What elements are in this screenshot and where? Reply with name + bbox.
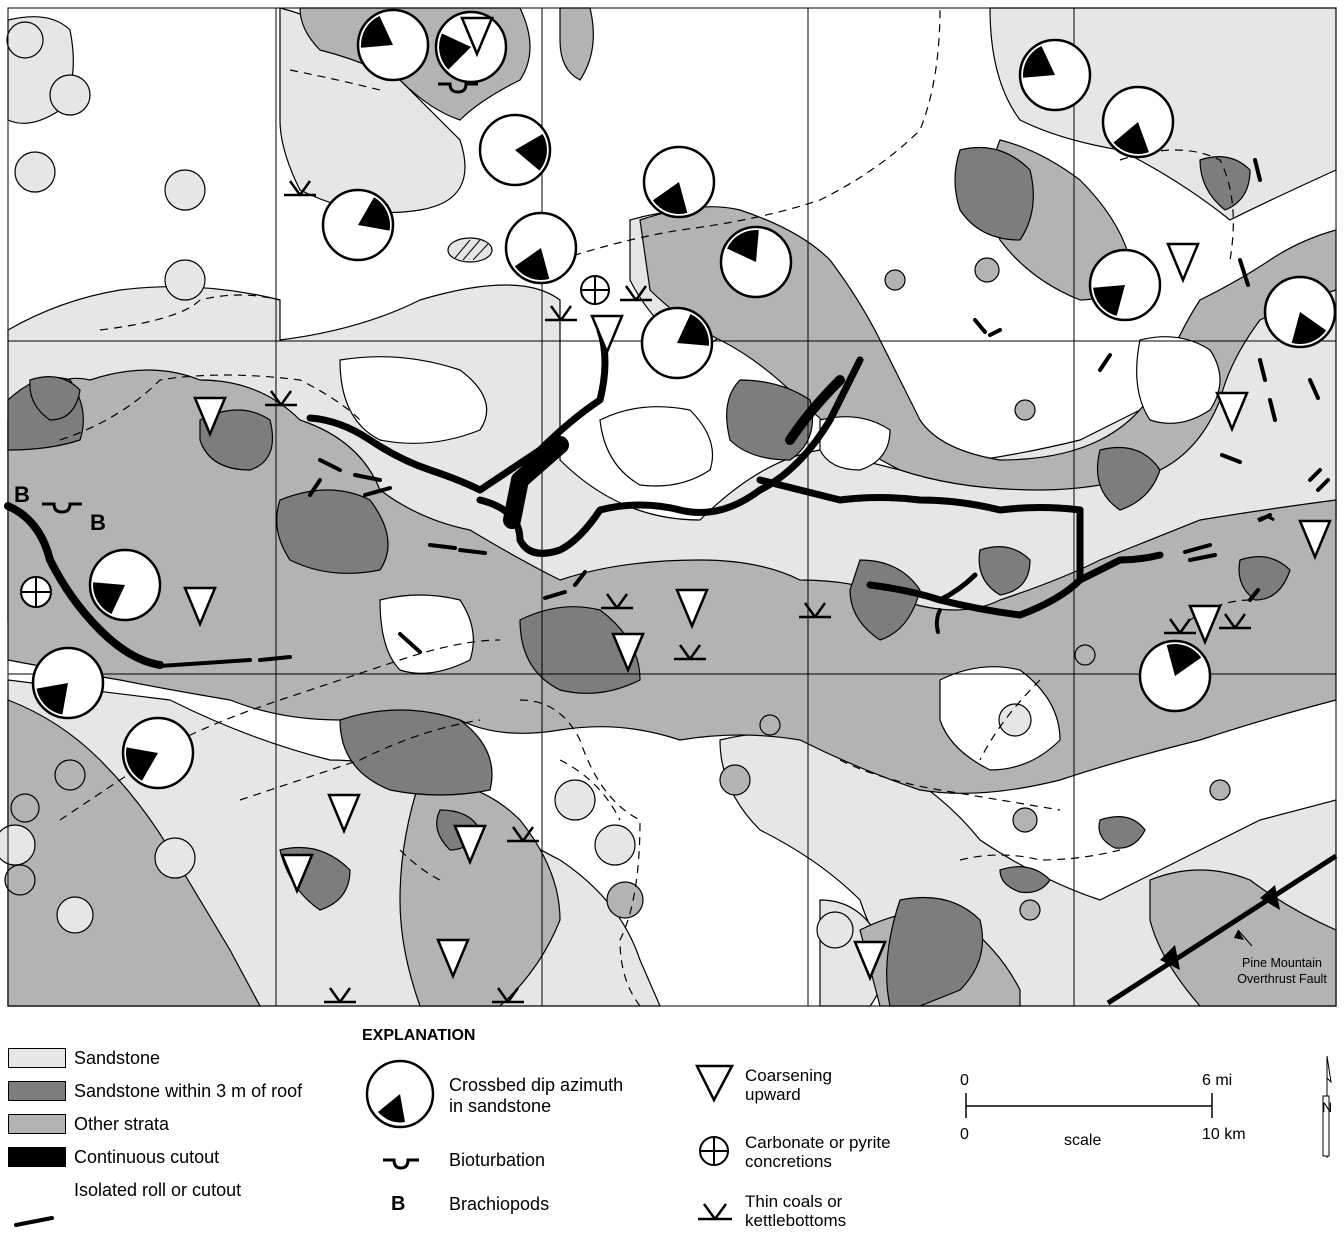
- kettlebottom-icon: [799, 602, 831, 619]
- concretion-symbols: [20, 275, 610, 608]
- scale-bar: [965, 1093, 1213, 1118]
- kettlebottom-icon: [284, 180, 316, 197]
- crossbed-rose-icon: [478, 113, 552, 187]
- legend-crossbed-line1: Crossbed dip azimuth: [449, 1075, 624, 1095]
- crossbed-rose-icon: [1018, 38, 1092, 112]
- coarsening-triangles: [183, 16, 1332, 982]
- kettlebottom-icon: [1164, 618, 1196, 635]
- crossbed-rose-icon: [1101, 85, 1175, 159]
- triangle-down-icon: [694, 1064, 735, 1103]
- legend-concretion-line1: Carbonate or pyrite: [745, 1133, 891, 1152]
- kettlebottom-icon: [674, 644, 706, 661]
- rose-circle-icon: [365, 1059, 435, 1129]
- fault-annotation-line1: Pine Mountain: [1242, 956, 1322, 970]
- legend-title: EXPLANATION: [362, 1027, 476, 1044]
- coarsening-triangle-icon: [853, 940, 887, 982]
- coarsening-triangle-icon: [193, 396, 227, 438]
- kettlebottom-icon: [265, 390, 297, 407]
- crossbed-rose-icon: [88, 548, 162, 622]
- crossbed-rose-icon: [31, 646, 105, 720]
- swatch-cutout: [8, 1147, 66, 1167]
- hatched-lens: [447, 237, 493, 263]
- kettlebottom-icon: [507, 826, 539, 843]
- crossbed-rose-icon: [356, 8, 430, 82]
- legend-coals-line2: kettlebottoms: [745, 1211, 847, 1230]
- legend-isolated-roll: Isolated roll or cutout: [74, 1180, 242, 1200]
- fault-annotation-line2: Overthrust Fault: [1237, 972, 1327, 986]
- scale-bottom-left: 0: [960, 1126, 969, 1143]
- swatch-other-strata: [8, 1114, 66, 1134]
- circle-cross-icon: [699, 1136, 729, 1166]
- legend-crossbed-line2: in sandstone: [449, 1096, 552, 1116]
- legend-coarsening-line1: Coarsening: [745, 1066, 832, 1085]
- swatch-sandstone-roof: [8, 1081, 66, 1101]
- legend-icons: [14, 1055, 1332, 1227]
- coarsening-triangle-icon: [611, 632, 645, 674]
- crossbed-rose-icon: [321, 188, 395, 262]
- coarsening-triangle-icon: [327, 793, 361, 835]
- crossbed-rose-icon: [1138, 639, 1212, 713]
- crossbed-rose-icon: [642, 145, 716, 219]
- bioturbation-symbols: [42, 82, 1275, 522]
- coarsening-triangle-icon: [1188, 604, 1222, 646]
- bioturbation-icon: [383, 1158, 419, 1170]
- dash-line-icon: [14, 1216, 54, 1227]
- swatch-sandstone: [8, 1048, 66, 1068]
- legend-sandstone-roof: Sandstone within 3 m of roof: [74, 1081, 303, 1101]
- legend-brachiopods: Brachiopods: [449, 1194, 550, 1214]
- crossbed-rose-icon: [504, 211, 578, 285]
- coarsening-triangle-icon: [453, 824, 487, 866]
- legend-other-strata: Other strata: [74, 1114, 170, 1134]
- kettlebottom-symbols: [265, 180, 1251, 1004]
- legend-cutout: Continuous cutout: [74, 1147, 220, 1167]
- legend-concretion-line2: concretions: [745, 1152, 832, 1171]
- coarsening-triangle-icon: [183, 586, 217, 628]
- coarsening-triangle-icon: [1215, 391, 1249, 433]
- scale-top-left: 0: [960, 1072, 969, 1089]
- kettlebottom-icon: [545, 305, 577, 322]
- scale-top-right: 6 mi: [1202, 1072, 1232, 1089]
- legend-bioturbation: Bioturbation: [449, 1150, 546, 1170]
- kettle-icon: [698, 1203, 732, 1221]
- coarsening-triangle-icon: [436, 938, 470, 980]
- kettlebottom-icon: [324, 987, 356, 1004]
- legend-brachiopod-symbol: B: [391, 1193, 406, 1215]
- north-label: N: [1322, 1099, 1332, 1115]
- legend-coals-line1: Thin coals or: [745, 1192, 843, 1211]
- kettlebottom-icon: [601, 593, 633, 610]
- coarsening-triangle-icon: [280, 853, 314, 895]
- coarsening-triangle-icon: [590, 314, 624, 356]
- north-arrow-icon: [1322, 1055, 1332, 1158]
- legend-sandstone: Sandstone: [74, 1048, 161, 1068]
- coarsening-triangle-icon: [675, 588, 709, 630]
- coarsening-triangle-icon: [460, 16, 494, 58]
- crossbed-rose-icon: [1088, 248, 1162, 322]
- map-frame: B B Pine Mountain Overthrust Fault: [0, 7, 1338, 1007]
- crossbed-rose-icon: [640, 306, 714, 380]
- brachiopod-label-2: B: [90, 510, 106, 535]
- brachiopod-label-1: B: [14, 482, 30, 507]
- crossbed-rose-icon: [121, 716, 195, 790]
- scale-bottom-mid: scale: [1064, 1132, 1101, 1149]
- legend-coarsening-line2: upward: [745, 1085, 801, 1104]
- kettlebottom-icon: [620, 285, 652, 302]
- coarsening-triangle-icon: [1166, 242, 1200, 284]
- crossbed-rose-icon: [719, 225, 793, 299]
- scale-bottom-right: 10 km: [1202, 1126, 1246, 1143]
- pine-mountain-fault: [1106, 853, 1338, 1006]
- crossbed-rose-icon: [1263, 275, 1337, 349]
- kettlebottom-icon: [1219, 613, 1251, 630]
- kettlebottom-icon: [492, 987, 524, 1004]
- coarsening-triangle-icon: [1298, 519, 1332, 561]
- crossbed-roses: [31, 8, 1337, 790]
